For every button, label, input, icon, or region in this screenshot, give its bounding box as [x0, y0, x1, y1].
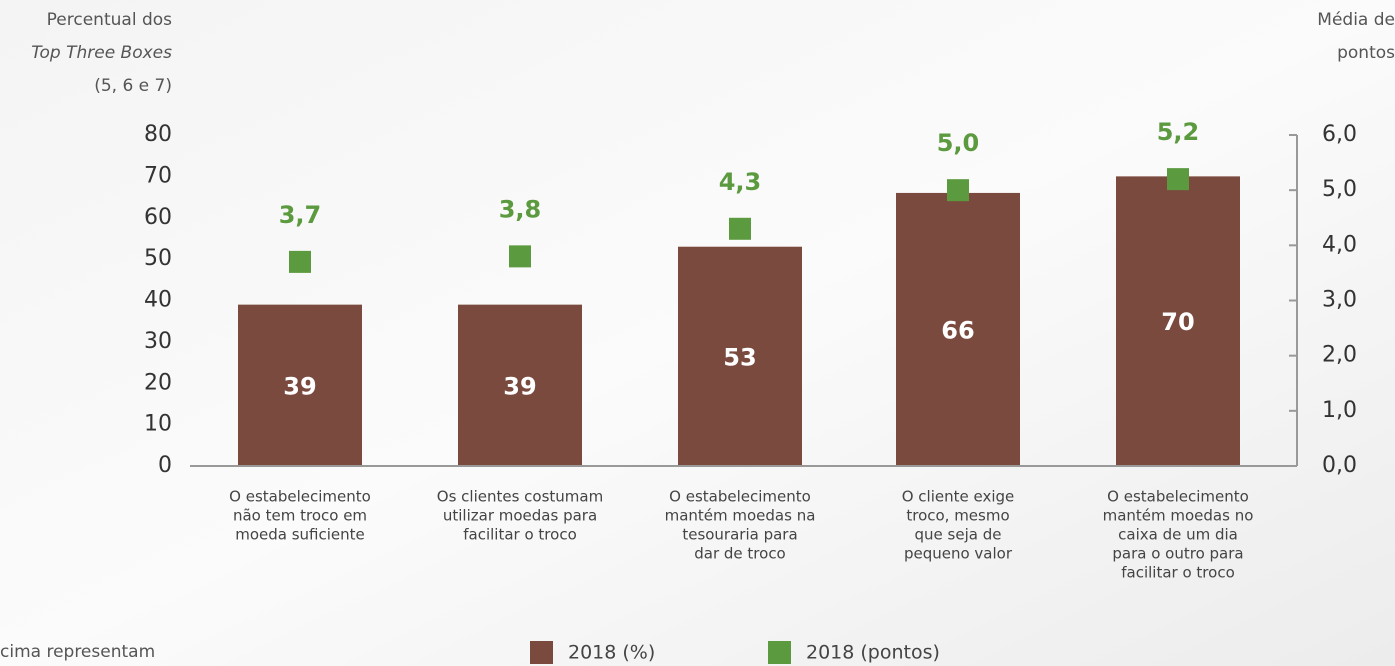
- y-tick-label: 0: [158, 453, 172, 478]
- x-tick-label: pequeno valor: [904, 545, 1013, 563]
- x-tick-label: mantém moedas no: [1103, 507, 1254, 525]
- legend-label: 2018 (%): [568, 642, 655, 664]
- point-label: 5,0: [937, 129, 980, 157]
- y2-tick-label: 4,0: [1322, 232, 1357, 257]
- y-tick-label: 40: [144, 288, 172, 313]
- bar-label: 66: [941, 316, 974, 344]
- y2-tick-label: 5,0: [1322, 177, 1357, 202]
- x-tick-label: O estabelecimento: [229, 488, 371, 506]
- point-label: 3,8: [499, 195, 542, 223]
- x-tick-label: tesouraria para: [682, 526, 797, 544]
- y2-axis-label: Média de: [1317, 10, 1395, 30]
- y-tick-label: 50: [144, 246, 172, 271]
- x-tick-label: O cliente exige: [902, 488, 1015, 506]
- bar-label: 53: [723, 343, 756, 371]
- x-tick-label: não tem troco em: [233, 507, 367, 525]
- point-label: 3,7: [279, 201, 322, 229]
- point: [509, 245, 531, 267]
- x-tick-label: que seja de: [915, 526, 1002, 544]
- x-tick-label: troco, mesmo: [906, 507, 1009, 525]
- point: [729, 218, 751, 240]
- y-tick-label: 10: [144, 412, 172, 437]
- x-tick-label: Os clientes costumam: [437, 488, 603, 506]
- x-tick-label: facilitar o troco: [463, 526, 577, 544]
- y-tick-label: 20: [144, 370, 172, 395]
- x-tick-label: para o outro para: [1112, 545, 1243, 563]
- x-tick-label: facilitar o troco: [1121, 564, 1235, 582]
- y2-axis-label: pontos: [1337, 43, 1395, 63]
- legend-swatch: [530, 641, 553, 664]
- legend-label: 2018 (pontos): [806, 642, 940, 664]
- x-tick-label: O estabelecimento: [669, 488, 811, 506]
- y2-tick-label: 3,0: [1322, 288, 1357, 313]
- point-label: 4,3: [719, 168, 762, 196]
- point: [289, 251, 311, 273]
- y2-tick-label: 0,0: [1322, 453, 1357, 478]
- y2-tick-label: 1,0: [1322, 398, 1357, 423]
- point: [1167, 168, 1189, 190]
- bar-label: 39: [283, 372, 316, 400]
- y-axis-label: (5, 6 e 7): [94, 76, 172, 96]
- y2-tick-label: 6,0: [1322, 122, 1357, 147]
- y-tick-label: 80: [144, 122, 172, 147]
- y-axis-label: Percentual dos: [47, 10, 172, 30]
- y2-tick-label: 2,0: [1322, 343, 1357, 368]
- bar-label: 39: [503, 372, 536, 400]
- y-tick-label: 70: [144, 163, 172, 188]
- x-tick-label: caixa de um dia: [1118, 526, 1238, 544]
- legend-swatch: [768, 641, 791, 664]
- x-tick-label: mantém moedas na: [665, 507, 816, 525]
- point-label: 5,2: [1157, 118, 1200, 146]
- y-axis-label: Top Three Boxes: [31, 43, 172, 63]
- x-tick-label: moeda suficiente: [235, 526, 365, 544]
- x-tick-label: O estabelecimento: [1107, 488, 1249, 506]
- y-tick-label: 60: [144, 205, 172, 230]
- x-tick-label: dar de troco: [694, 545, 786, 563]
- note: cima representam: [0, 642, 155, 662]
- bar-label: 70: [1161, 308, 1194, 336]
- y-tick-label: 30: [144, 329, 172, 354]
- chart: Percentual dos Top Three Boxes (5, 6 e 7…: [0, 0, 1395, 666]
- x-tick-label: utilizar moedas para: [443, 507, 597, 525]
- point: [947, 179, 969, 201]
